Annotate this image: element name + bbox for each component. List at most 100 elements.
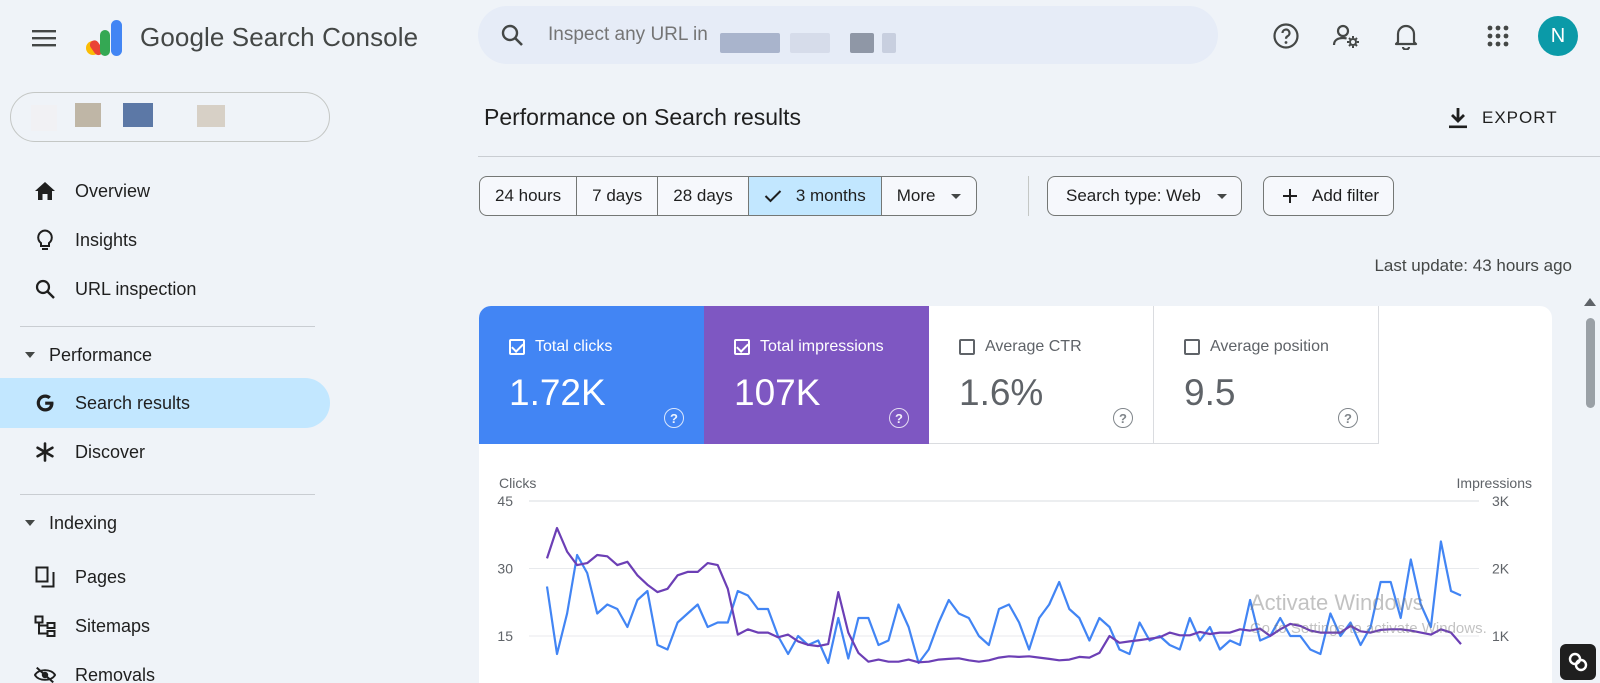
sidebar-item-discover[interactable]: Discover — [0, 427, 330, 477]
search-type-label: Search type: Web — [1066, 186, 1201, 205]
metric-label: Average CTR — [985, 338, 1082, 355]
help-icon[interactable]: ? — [889, 408, 909, 428]
right-axis-title: Impressions — [1456, 475, 1532, 491]
date-option-label: 3 months — [795, 186, 866, 205]
search-icon — [501, 24, 523, 46]
apps-button[interactable] — [1482, 20, 1514, 52]
redacted-domain — [790, 33, 830, 53]
more-label: More — [896, 186, 936, 205]
metric-total-clicks[interactable]: Total clicks 1.72K ? — [479, 306, 704, 444]
add-filter-button[interactable]: Add filter — [1263, 176, 1395, 216]
date-option-3-months[interactable]: 3 months — [748, 177, 882, 215]
manage-accounts-icon — [1332, 24, 1359, 48]
scroll-up-arrow-icon[interactable] — [1584, 298, 1596, 306]
right-axis-tick: 2K — [1492, 561, 1510, 577]
sidebar-item-removals[interactable]: Removals — [0, 650, 330, 683]
sidebar-item-pages[interactable]: Pages — [0, 552, 330, 602]
lightbulb-icon — [34, 229, 56, 251]
sidebar-item-label: Search results — [75, 392, 191, 413]
metric-label: Total clicks — [535, 338, 613, 355]
sidebar-section-label: Performance — [49, 344, 153, 365]
date-range-selector: 24 hours 7 days 28 days 3 months More — [479, 176, 978, 216]
export-button[interactable]: EXPORT — [1448, 98, 1558, 138]
plus-icon — [1283, 189, 1297, 203]
sidebar-item-label: Overview — [75, 180, 151, 201]
search-type-filter[interactable]: Search type: Web — [1047, 176, 1242, 216]
redacted-property — [31, 105, 57, 131]
scrollbar-thumb[interactable] — [1586, 318, 1595, 408]
sidebar-item-label: Discover — [75, 441, 146, 462]
url-inspect-search-box[interactable] — [478, 6, 1218, 64]
sidebar-section-performance[interactable]: Performance — [25, 344, 152, 366]
date-option-28-days[interactable]: 28 days — [658, 177, 749, 215]
metric-label: Total impressions — [760, 338, 884, 355]
redacted-property — [123, 103, 153, 127]
date-option-7-days[interactable]: 7 days — [577, 177, 659, 215]
left-axis-tick: 15 — [497, 628, 513, 644]
performance-card: Total clicks 1.72K ? Total impressions 1… — [479, 306, 1552, 683]
user-settings-button[interactable] — [1330, 20, 1362, 52]
sidebar-divider — [20, 494, 315, 495]
add-filter-label: Add filter — [1312, 186, 1380, 205]
checkbox-unchecked-icon[interactable] — [1184, 339, 1200, 355]
redacted-property — [197, 105, 225, 127]
metric-average-position[interactable]: Average position 9.5 ? — [1154, 306, 1379, 444]
date-option-24-hours[interactable]: 24 hours — [480, 177, 578, 215]
google-g-icon — [34, 392, 56, 414]
apps-grid-icon — [1487, 25, 1509, 47]
left-axis-tick: 45 — [497, 493, 513, 509]
left-axis-title: Clicks — [499, 475, 537, 491]
sidebar-item-sitemaps[interactable]: Sitemaps — [0, 601, 330, 651]
page-title: Performance on Search results — [484, 104, 802, 130]
metric-average-ctr[interactable]: Average CTR 1.6% ? — [929, 306, 1154, 444]
checkbox-checked-icon[interactable] — [734, 339, 750, 355]
caret-down-icon — [25, 520, 35, 526]
help-button[interactable] — [1270, 20, 1302, 52]
help-icon[interactable]: ? — [1113, 408, 1133, 428]
sitemap-icon — [34, 615, 56, 637]
account-avatar[interactable]: N — [1538, 16, 1578, 56]
sidebar-item-label: Insights — [75, 229, 138, 250]
caret-down-icon — [1216, 193, 1227, 199]
redacted-property — [75, 103, 101, 127]
date-option-more[interactable]: More — [882, 177, 977, 215]
home-icon — [34, 180, 56, 202]
search-console-logo-icon — [86, 20, 122, 56]
checkbox-unchecked-icon[interactable] — [959, 339, 975, 355]
sidebar-item-search-results[interactable]: Search results — [0, 378, 330, 428]
download-icon — [1449, 108, 1467, 129]
export-label: EXPORT — [1482, 108, 1558, 127]
activate-windows-watermark: Activate Windows Go to Settings to activ… — [1250, 590, 1487, 637]
metric-total-impressions[interactable]: Total impressions 107K ? — [704, 306, 929, 444]
redacted-domain — [720, 33, 780, 53]
sidebar-item-overview[interactable]: Overview — [0, 166, 330, 216]
metric-value: 107K — [734, 372, 821, 413]
filter-separator — [1028, 176, 1029, 216]
help-icon — [1273, 23, 1299, 49]
help-icon[interactable]: ? — [1338, 408, 1358, 428]
metric-value: 1.72K — [509, 372, 606, 413]
removals-icon — [34, 664, 56, 683]
asterisk-icon — [34, 441, 56, 463]
metric-value: 1.6% — [959, 372, 1044, 413]
sidebar-section-indexing[interactable]: Indexing — [25, 512, 117, 534]
sidebar-item-url-inspection[interactable]: URL inspection — [0, 264, 330, 314]
last-update-text: Last update: 43 hours ago — [1374, 256, 1572, 275]
caret-down-icon — [951, 193, 962, 199]
series-line-impressions — [545, 526, 1462, 664]
property-selector[interactable] — [10, 92, 330, 142]
help-icon[interactable]: ? — [664, 408, 684, 428]
sidebar-item-label: Removals — [75, 664, 156, 683]
main-menu-button[interactable] — [26, 20, 62, 56]
hamburger-menu-icon — [32, 30, 56, 47]
sidebar: Overview Insights URL inspection Perform… — [0, 72, 340, 683]
sidebar-item-insights[interactable]: Insights — [0, 215, 330, 265]
check-icon — [764, 190, 782, 203]
top-bar: Google Search Console N — [0, 0, 1600, 72]
product-name: Google Search Console — [140, 22, 419, 52]
notifications-button[interactable] — [1390, 20, 1422, 52]
checkbox-checked-icon[interactable] — [509, 339, 525, 355]
sidebar-item-label: URL inspection — [75, 278, 197, 299]
sidebar-divider — [20, 326, 315, 327]
link-icon[interactable] — [1560, 644, 1596, 680]
